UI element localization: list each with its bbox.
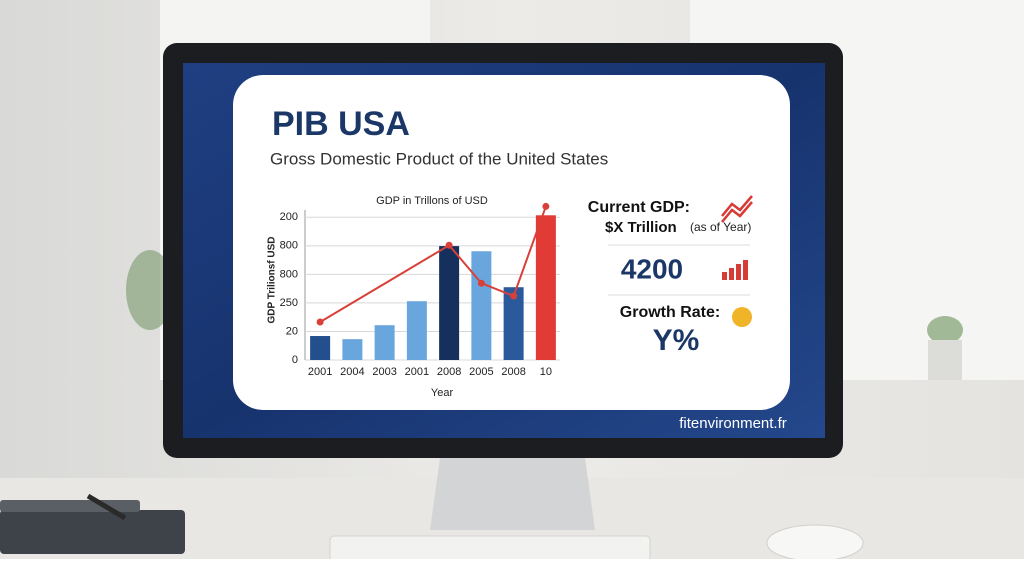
- bar: [310, 336, 331, 360]
- pen: [86, 493, 127, 521]
- bar: [342, 339, 363, 360]
- bar: [503, 287, 524, 360]
- plant: [126, 250, 174, 330]
- footer: fitenvironment.fr: [679, 415, 787, 432]
- growth-label: Growth Rate:: [620, 304, 720, 321]
- slide-title: PIB USA: [272, 105, 410, 143]
- line-point: [510, 292, 518, 300]
- x-tick-label: 2003: [372, 366, 396, 378]
- current-note: (as of Year): [690, 220, 751, 234]
- current-label: Current GDP:: [588, 199, 690, 216]
- notebook: [0, 510, 185, 554]
- bar: [374, 325, 395, 360]
- plant: [927, 316, 963, 344]
- x-tick-label: 2001: [405, 366, 429, 378]
- figure: 4200: [621, 253, 683, 284]
- growth-value: Y%: [653, 324, 700, 357]
- notebook: [0, 500, 140, 512]
- trend-icon: [721, 201, 753, 223]
- slide-card: [233, 75, 790, 410]
- x-tick-label: 2008: [501, 366, 525, 378]
- bars-icon: [722, 260, 748, 280]
- y-tick-label: 250: [280, 297, 298, 309]
- stand: [430, 458, 595, 530]
- slide-subtitle: Gross Domestic Product of the United Sta…: [270, 149, 608, 168]
- coin-icon: [732, 307, 752, 327]
- x-tick-label: 10: [540, 366, 552, 378]
- y-tick-label: 0: [292, 354, 298, 366]
- line-point: [542, 202, 550, 210]
- line-point: [316, 318, 324, 326]
- y-tick-label: 200: [280, 211, 298, 223]
- current-value: $X Trillion: [605, 219, 677, 236]
- bar: [406, 301, 427, 360]
- chart-title: GDP in Trillons of USD: [376, 195, 488, 207]
- x-tick-label: 2004: [340, 366, 364, 378]
- bar: [535, 215, 556, 360]
- y-tick-label: 20: [286, 325, 298, 337]
- y-axis-label: GDP Trilionsf USD: [267, 236, 278, 323]
- x-tick-label: 2005: [469, 366, 493, 378]
- x-tick-label: 2001: [308, 366, 332, 378]
- bar: [439, 246, 460, 360]
- line-point: [477, 279, 485, 287]
- x-tick-label: 2008: [437, 366, 461, 378]
- trend-icon: [721, 195, 753, 217]
- y-tick-label: 800: [280, 268, 298, 280]
- mouse: [766, 524, 864, 562]
- keyboard: [329, 535, 651, 564]
- pot: [928, 340, 962, 380]
- x-axis-label: Year: [431, 387, 454, 399]
- line-point: [445, 241, 453, 249]
- y-tick-label: 800: [280, 240, 298, 252]
- bar: [471, 251, 492, 360]
